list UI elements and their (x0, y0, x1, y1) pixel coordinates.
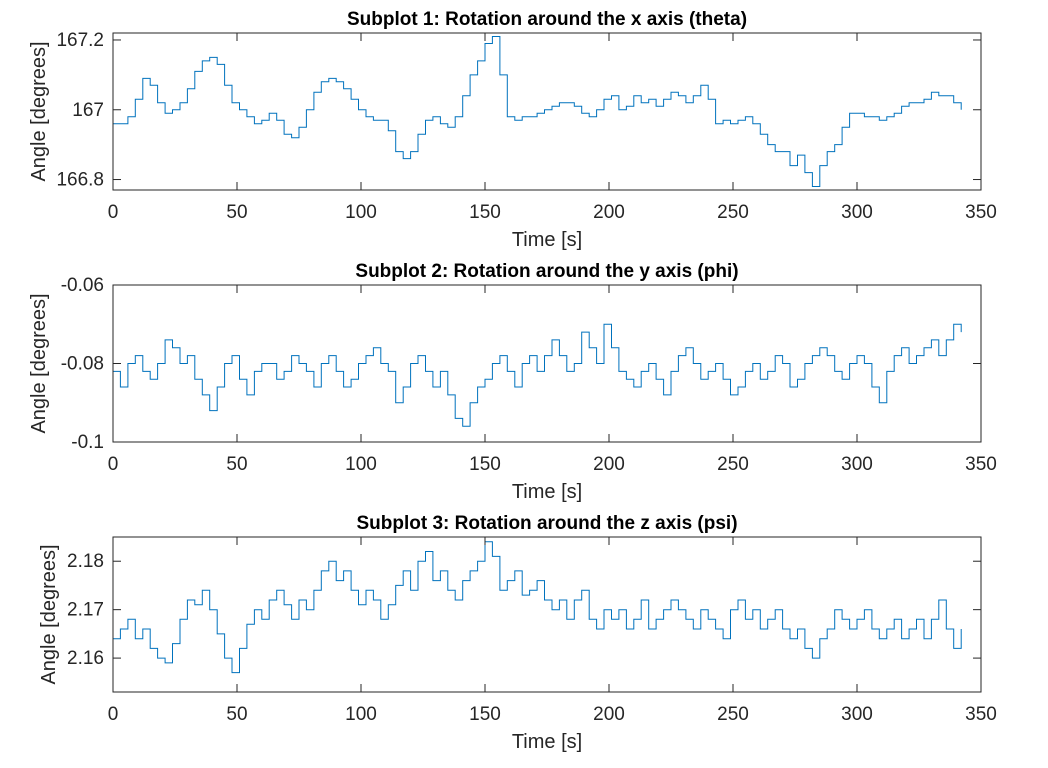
axes-frame (112, 536, 982, 693)
x-tick-label: 200 (593, 454, 625, 475)
x-tick-label: 300 (841, 454, 873, 475)
subplot-2: 0 50 100 150 200 250 300 350 -0.1 -0.08 -0.06 Subpl… (28, 261, 997, 503)
x-tick-label: 150 (469, 454, 501, 475)
x-tick-label: 350 (965, 454, 997, 475)
x-axis-label: Time [s] (512, 731, 582, 753)
y-tick-label: -0.1 (71, 432, 104, 453)
x-tick-label: 200 (593, 202, 625, 223)
x-tick-label: 350 (965, 704, 997, 725)
axes-frame (112, 32, 982, 191)
x-tick-label: 100 (345, 704, 377, 725)
subplot-3: 0 50 100 150 200 250 300 350 2.16 2.17 2.18 Subplot… (38, 513, 997, 753)
series-line (113, 541, 962, 674)
x-tick-label: 150 (469, 704, 501, 725)
x-tick-label: 50 (226, 202, 247, 223)
x-axis-label: Time [s] (512, 229, 582, 251)
x-tick-label: 350 (965, 202, 997, 223)
y-tick-label: 2.18 (67, 551, 104, 572)
y-axis-label: Angle [degrees] (28, 41, 50, 181)
x-tick-label: 0 (108, 202, 119, 223)
subplot-title: Subplot 2: Rotation around the y axis (p… (355, 261, 738, 282)
subplot-1: 0 50 100 150 200 250 300 350 166.8 167 167.2 Subplo… (28, 9, 997, 251)
x-tick-label: 250 (717, 454, 749, 475)
x-tick-label: 50 (226, 704, 247, 725)
x-tick-label: 250 (717, 202, 749, 223)
y-tick-label: 167.2 (56, 30, 104, 51)
x-tick-label: 100 (345, 454, 377, 475)
x-tick-label: 300 (841, 704, 873, 725)
series-line (113, 36, 962, 187)
x-tick-label: 100 (345, 202, 377, 223)
x-tick-label: 50 (226, 454, 247, 475)
subplot-title: Subplot 1: Rotation around the x axis (t… (347, 9, 747, 30)
y-tick-label: -0.06 (61, 275, 104, 296)
subplot-title: Subplot 3: Rotation around the z axis (p… (356, 513, 737, 534)
y-axis-label: Angle [degrees] (38, 544, 60, 684)
x-axis-label: Time [s] (512, 481, 582, 503)
y-tick-label: 166.8 (56, 170, 104, 191)
x-tick-label: 0 (108, 704, 119, 725)
x-tick-label: 200 (593, 704, 625, 725)
x-tick-label: 250 (717, 704, 749, 725)
y-tick-label: 167 (72, 100, 104, 121)
y-tick-label: 2.17 (67, 600, 104, 621)
y-tick-label: 2.16 (67, 648, 104, 669)
y-axis-label: Angle [degrees] (28, 293, 50, 433)
y-tick-label: -0.08 (61, 354, 104, 375)
x-tick-label: 0 (108, 454, 119, 475)
x-tick-label: 150 (469, 202, 501, 223)
series-line (113, 323, 962, 427)
x-tick-label: 300 (841, 202, 873, 223)
